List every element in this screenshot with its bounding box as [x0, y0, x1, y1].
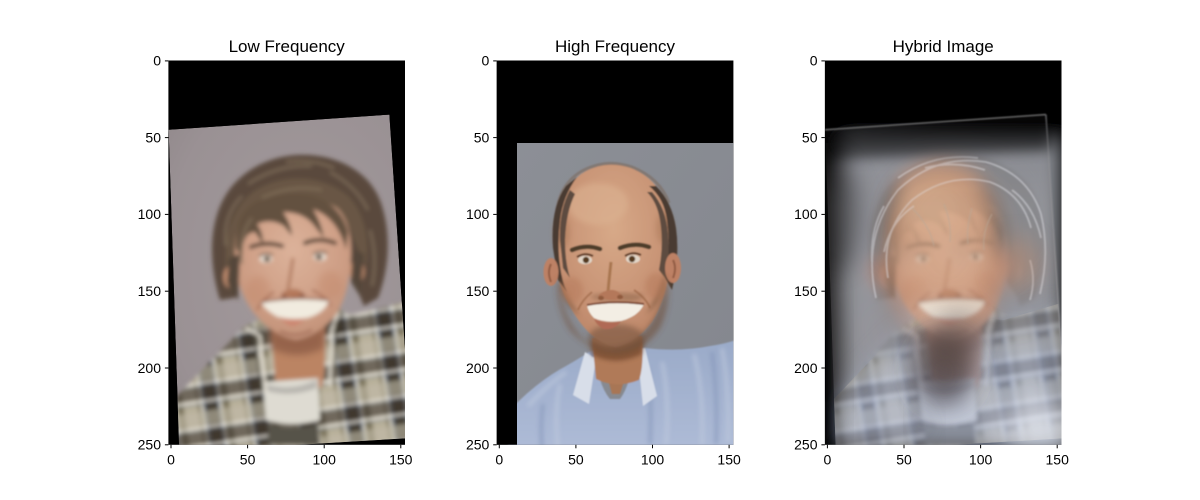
- svg-text:0: 0: [824, 452, 832, 468]
- svg-text:0: 0: [495, 452, 503, 468]
- svg-text:0: 0: [167, 452, 175, 468]
- svg-text:200: 200: [794, 360, 818, 376]
- svg-text:Hybrid Image: Hybrid Image: [893, 37, 994, 56]
- svg-text:250: 250: [466, 437, 490, 453]
- svg-text:150: 150: [389, 452, 413, 468]
- svg-text:150: 150: [1046, 452, 1070, 468]
- svg-text:50: 50: [145, 129, 161, 145]
- svg-text:High Frequency: High Frequency: [555, 37, 676, 56]
- svg-text:150: 150: [717, 452, 741, 468]
- svg-text:200: 200: [466, 360, 490, 376]
- svg-text:250: 250: [138, 437, 162, 453]
- svg-text:250: 250: [794, 437, 818, 453]
- svg-text:0: 0: [810, 53, 818, 69]
- svg-text:100: 100: [641, 452, 665, 468]
- svg-text:100: 100: [969, 452, 993, 468]
- svg-text:150: 150: [466, 283, 490, 299]
- svg-text:Low Frequency: Low Frequency: [229, 37, 346, 56]
- svg-text:50: 50: [896, 452, 912, 468]
- svg-text:50: 50: [568, 452, 584, 468]
- svg-text:100: 100: [313, 452, 337, 468]
- svg-text:0: 0: [482, 53, 490, 69]
- svg-text:150: 150: [794, 283, 818, 299]
- svg-text:50: 50: [802, 129, 818, 145]
- svg-text:100: 100: [138, 206, 162, 222]
- svg-text:50: 50: [240, 452, 256, 468]
- svg-text:200: 200: [138, 360, 162, 376]
- svg-text:0: 0: [153, 53, 161, 69]
- svg-text:100: 100: [794, 206, 818, 222]
- svg-text:150: 150: [138, 283, 162, 299]
- svg-text:100: 100: [466, 206, 490, 222]
- svg-text:50: 50: [474, 129, 490, 145]
